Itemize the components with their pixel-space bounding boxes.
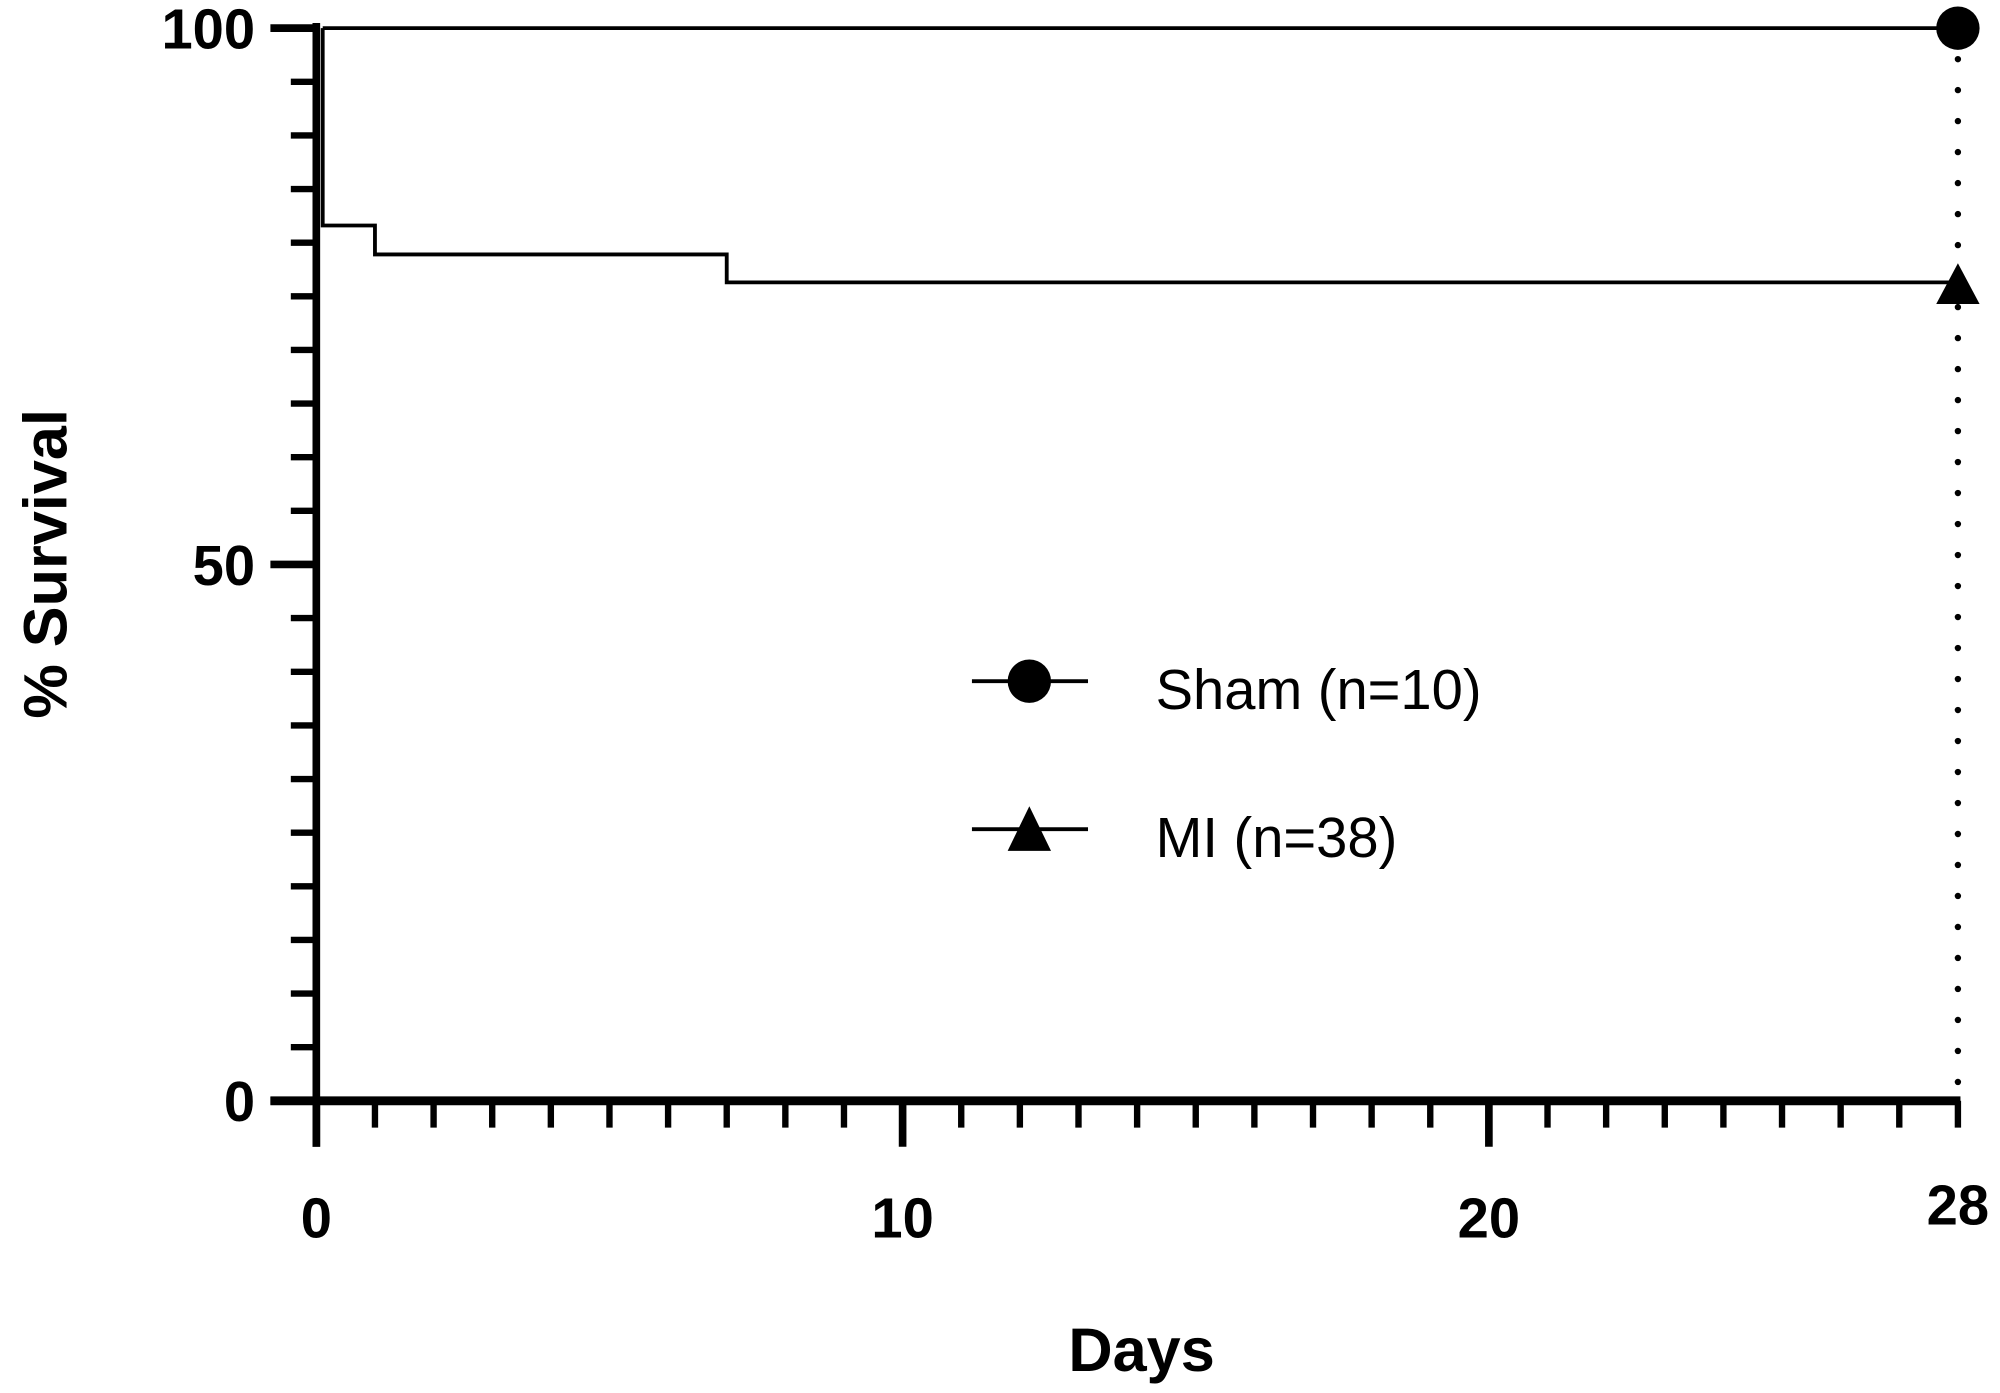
curves (320, 6, 1980, 1105)
axes: 0 50 100 0 10 20 28 (161, 0, 1989, 1249)
legend-label-mi: MI (n=38) (1156, 806, 1398, 869)
y-tick-label: 100 (161, 0, 255, 61)
curve-mi (320, 28, 1958, 285)
y-tick-label: 50 (193, 534, 255, 597)
y-tick-label: 0 (224, 1070, 255, 1133)
legend-item-mi: MI (n=38) (971, 806, 1398, 869)
legend-item-sham: Sham (n=10) (971, 658, 1482, 721)
x-tick-label: 10 (871, 1186, 933, 1249)
x-tick-label: 20 (1458, 1186, 1520, 1249)
x-axis-title: Days (1068, 1316, 1214, 1384)
legend: Sham (n=10) MI (n=38) (971, 658, 1482, 869)
data-point-mi (1936, 263, 1980, 305)
x-tick-label: 28 (1927, 1174, 1989, 1237)
triangle-marker-icon (1007, 806, 1052, 851)
data-point-sham (1936, 6, 1980, 50)
y-axis-title: % Survival (11, 409, 79, 719)
x-tick-label: 0 (301, 1186, 332, 1249)
legend-label-sham: Sham (n=10) (1156, 658, 1482, 721)
circle-marker-icon (1007, 659, 1052, 703)
